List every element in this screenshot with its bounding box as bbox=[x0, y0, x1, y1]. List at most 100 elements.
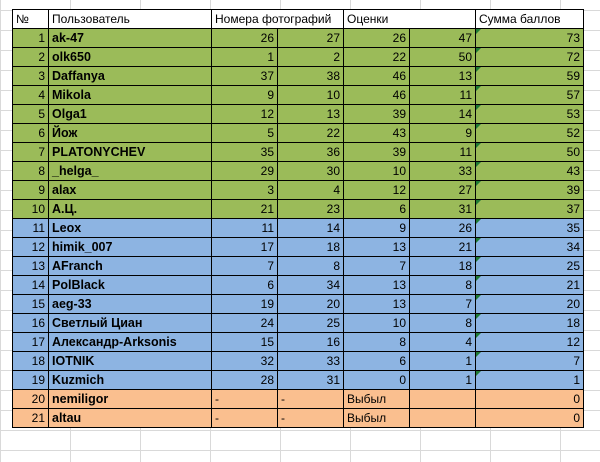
cell-score-1[interactable]: 13 bbox=[343, 294, 410, 314]
cell-photo-1[interactable]: 29 bbox=[211, 161, 278, 181]
cell-photo-2[interactable]: 34 bbox=[277, 275, 344, 295]
cell-photo-2[interactable]: 2 bbox=[277, 47, 344, 67]
cell-photo-1[interactable]: 37 bbox=[211, 66, 278, 86]
cell-rank[interactable]: 4 bbox=[12, 85, 49, 105]
cell-photo-2[interactable]: 33 bbox=[277, 351, 344, 371]
cell-score-1[interactable]: 7 bbox=[343, 256, 410, 276]
header-total[interactable]: Сумма баллов bbox=[475, 9, 584, 29]
cell-photo-1[interactable]: 35 bbox=[211, 142, 278, 162]
cell-user[interactable]: Йож bbox=[48, 123, 212, 143]
cell-score-2[interactable]: 4 bbox=[409, 332, 476, 352]
cell-photo-2[interactable]: 4 bbox=[277, 180, 344, 200]
cell-total[interactable]: 57 bbox=[475, 85, 584, 105]
cell-photo-1[interactable]: 28 bbox=[211, 370, 278, 390]
cell-photo-2[interactable]: 10 bbox=[277, 85, 344, 105]
cell-user[interactable]: AFranch bbox=[48, 256, 212, 276]
cell-photo-1[interactable]: 3 bbox=[211, 180, 278, 200]
cell-score-2[interactable]: 14 bbox=[409, 104, 476, 124]
cell-user[interactable]: Mikola bbox=[48, 85, 212, 105]
cell-total[interactable]: 50 bbox=[475, 142, 584, 162]
cell-photo-2[interactable]: 16 bbox=[277, 332, 344, 352]
cell-photo-2[interactable]: 31 bbox=[277, 370, 344, 390]
cell-score-1[interactable]: 13 bbox=[343, 275, 410, 295]
cell-photo-1[interactable]: 11 bbox=[211, 218, 278, 238]
cell-score-1[interactable]: 10 bbox=[343, 313, 410, 333]
cell-photo-1[interactable]: 17 bbox=[211, 237, 278, 257]
cell-photo-1[interactable]: 24 bbox=[211, 313, 278, 333]
cell-user[interactable]: Александр-Arksonis bbox=[48, 332, 212, 352]
cell-score-1[interactable]: 6 bbox=[343, 351, 410, 371]
cell-score-1[interactable]: 43 bbox=[343, 123, 410, 143]
cell-rank[interactable]: 16 bbox=[12, 313, 49, 333]
cell-rank[interactable]: 3 bbox=[12, 66, 49, 86]
cell-photo-2[interactable]: 30 bbox=[277, 161, 344, 181]
cell-photo-1[interactable]: 15 bbox=[211, 332, 278, 352]
cell-score-2[interactable]: 33 bbox=[409, 161, 476, 181]
cell-rank[interactable]: 7 bbox=[12, 142, 49, 162]
cell-score-2[interactable] bbox=[409, 389, 476, 409]
cell-photo-1[interactable]: 1 bbox=[211, 47, 278, 67]
cell-photo-1[interactable]: 5 bbox=[211, 123, 278, 143]
cell-total[interactable]: 25 bbox=[475, 256, 584, 276]
cell-score-1[interactable]: 8 bbox=[343, 332, 410, 352]
cell-photo-2[interactable]: 18 bbox=[277, 237, 344, 257]
cell-rank[interactable]: 18 bbox=[12, 351, 49, 371]
cell-total[interactable]: 1 bbox=[475, 370, 584, 390]
cell-score-2[interactable]: 21 bbox=[409, 237, 476, 257]
cell-score-2[interactable]: 18 bbox=[409, 256, 476, 276]
cell-score-2[interactable]: 31 bbox=[409, 199, 476, 219]
cell-rank[interactable]: 6 bbox=[12, 123, 49, 143]
cell-score-1[interactable]: 10 bbox=[343, 161, 410, 181]
cell-total[interactable]: 73 bbox=[475, 28, 584, 48]
cell-photo-1[interactable]: - bbox=[211, 408, 278, 428]
cell-score-1[interactable]: Выбыл bbox=[343, 389, 410, 409]
header-photo-numbers[interactable]: Номера фотографий bbox=[211, 9, 344, 29]
cell-score-2[interactable]: 26 bbox=[409, 218, 476, 238]
cell-rank[interactable]: 8 bbox=[12, 161, 49, 181]
cell-photo-2[interactable]: 8 bbox=[277, 256, 344, 276]
cell-total[interactable]: 20 bbox=[475, 294, 584, 314]
cell-total[interactable]: 39 bbox=[475, 180, 584, 200]
cell-total[interactable]: 35 bbox=[475, 218, 584, 238]
cell-photo-2[interactable]: - bbox=[277, 408, 344, 428]
cell-photo-1[interactable]: 12 bbox=[211, 104, 278, 124]
cell-total[interactable]: 72 bbox=[475, 47, 584, 67]
cell-rank[interactable]: 11 bbox=[12, 218, 49, 238]
cell-score-1[interactable]: 39 bbox=[343, 142, 410, 162]
cell-score-2[interactable]: 50 bbox=[409, 47, 476, 67]
cell-score-1[interactable]: 9 bbox=[343, 218, 410, 238]
cell-total[interactable]: 43 bbox=[475, 161, 584, 181]
cell-rank[interactable]: 1 bbox=[12, 28, 49, 48]
cell-score-2[interactable]: 13 bbox=[409, 66, 476, 86]
cell-score-1[interactable]: Выбыл bbox=[343, 408, 410, 428]
cell-user[interactable]: ak-47 bbox=[48, 28, 212, 48]
cell-photo-1[interactable]: 21 bbox=[211, 199, 278, 219]
cell-total[interactable]: 37 bbox=[475, 199, 584, 219]
cell-user[interactable]: nemiligor bbox=[48, 389, 212, 409]
cell-photo-2[interactable]: 25 bbox=[277, 313, 344, 333]
cell-score-2[interactable]: 11 bbox=[409, 85, 476, 105]
cell-user[interactable]: Светлый Циан bbox=[48, 313, 212, 333]
cell-rank[interactable]: 13 bbox=[12, 256, 49, 276]
cell-user[interactable]: _helga_ bbox=[48, 161, 212, 181]
cell-rank[interactable]: 5 bbox=[12, 104, 49, 124]
cell-score-2[interactable] bbox=[409, 408, 476, 428]
cell-photo-2[interactable]: 27 bbox=[277, 28, 344, 48]
cell-total[interactable]: 52 bbox=[475, 123, 584, 143]
cell-user[interactable]: Daffanya bbox=[48, 66, 212, 86]
cell-score-1[interactable]: 26 bbox=[343, 28, 410, 48]
cell-score-1[interactable]: 46 bbox=[343, 85, 410, 105]
cell-photo-1[interactable]: 26 bbox=[211, 28, 278, 48]
cell-user[interactable]: Olga1 bbox=[48, 104, 212, 124]
cell-photo-1[interactable]: 19 bbox=[211, 294, 278, 314]
cell-rank[interactable]: 12 bbox=[12, 237, 49, 257]
cell-user[interactable]: Leox bbox=[48, 218, 212, 238]
cell-score-2[interactable]: 1 bbox=[409, 370, 476, 390]
cell-score-2[interactable]: 9 bbox=[409, 123, 476, 143]
cell-rank[interactable]: 15 bbox=[12, 294, 49, 314]
cell-rank[interactable]: 17 bbox=[12, 332, 49, 352]
cell-score-2[interactable]: 11 bbox=[409, 142, 476, 162]
header-number[interactable]: № bbox=[12, 9, 49, 29]
cell-rank[interactable]: 19 bbox=[12, 370, 49, 390]
cell-score-2[interactable]: 8 bbox=[409, 313, 476, 333]
